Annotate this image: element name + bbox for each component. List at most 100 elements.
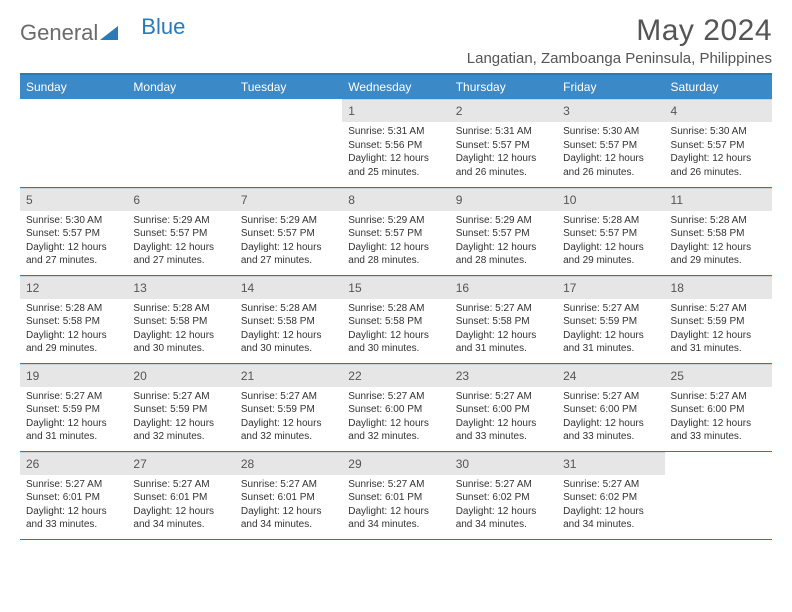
sunset-line: Sunset: 5:58 PM: [133, 315, 228, 329]
day-number: 10: [557, 188, 664, 211]
day-number: 30: [450, 452, 557, 475]
sunrise-line: Sunrise: 5:30 AM: [26, 214, 121, 228]
calendar-day-cell: [127, 99, 234, 187]
day-number: 17: [557, 276, 664, 299]
sunset-line: Sunset: 5:57 PM: [133, 227, 228, 241]
day-number: 21: [235, 364, 342, 387]
daylight-line: Daylight: 12 hours and 29 minutes.: [671, 241, 766, 268]
day-body: Sunrise: 5:28 AMSunset: 5:58 PMDaylight:…: [342, 299, 449, 360]
day-number: 28: [235, 452, 342, 475]
day-body: Sunrise: 5:29 AMSunset: 5:57 PMDaylight:…: [450, 211, 557, 272]
calendar-day-cell: 21Sunrise: 5:27 AMSunset: 5:59 PMDayligh…: [235, 363, 342, 451]
day-number: 8: [342, 188, 449, 211]
sunrise-line: Sunrise: 5:27 AM: [456, 390, 551, 404]
sunset-line: Sunset: 6:02 PM: [456, 491, 551, 505]
day-body: Sunrise: 5:28 AMSunset: 5:58 PMDaylight:…: [127, 299, 234, 360]
logo-word2: Blue: [141, 14, 185, 40]
calendar-day-cell: 15Sunrise: 5:28 AMSunset: 5:58 PMDayligh…: [342, 275, 449, 363]
daylight-line: Daylight: 12 hours and 31 minutes.: [563, 329, 658, 356]
calendar-day-cell: 20Sunrise: 5:27 AMSunset: 5:59 PMDayligh…: [127, 363, 234, 451]
sunrise-line: Sunrise: 5:28 AM: [241, 302, 336, 316]
sunrise-line: Sunrise: 5:27 AM: [456, 302, 551, 316]
calendar-week-row: 19Sunrise: 5:27 AMSunset: 5:59 PMDayligh…: [20, 363, 772, 451]
day-body: Sunrise: 5:29 AMSunset: 5:57 PMDaylight:…: [127, 211, 234, 272]
sunrise-line: Sunrise: 5:27 AM: [133, 478, 228, 492]
day-number: 16: [450, 276, 557, 299]
daylight-line: Daylight: 12 hours and 26 minutes.: [671, 152, 766, 179]
day-body: Sunrise: 5:31 AMSunset: 5:56 PMDaylight:…: [342, 122, 449, 183]
day-body: Sunrise: 5:27 AMSunset: 5:58 PMDaylight:…: [450, 299, 557, 360]
day-number: 15: [342, 276, 449, 299]
daylight-line: Daylight: 12 hours and 27 minutes.: [241, 241, 336, 268]
day-number: 29: [342, 452, 449, 475]
calendar-week-row: 5Sunrise: 5:30 AMSunset: 5:57 PMDaylight…: [20, 187, 772, 275]
sunset-line: Sunset: 5:57 PM: [671, 139, 766, 153]
sunset-line: Sunset: 6:00 PM: [671, 403, 766, 417]
sunrise-line: Sunrise: 5:27 AM: [563, 302, 658, 316]
daylight-line: Daylight: 12 hours and 33 minutes.: [563, 417, 658, 444]
daylight-line: Daylight: 12 hours and 33 minutes.: [456, 417, 551, 444]
day-number: 24: [557, 364, 664, 387]
sunset-line: Sunset: 6:00 PM: [456, 403, 551, 417]
day-body: Sunrise: 5:27 AMSunset: 6:02 PMDaylight:…: [450, 475, 557, 536]
sunrise-line: Sunrise: 5:27 AM: [348, 478, 443, 492]
day-body: Sunrise: 5:30 AMSunset: 5:57 PMDaylight:…: [20, 211, 127, 272]
day-body: Sunrise: 5:27 AMSunset: 5:59 PMDaylight:…: [557, 299, 664, 360]
daylight-line: Daylight: 12 hours and 30 minutes.: [348, 329, 443, 356]
daylight-line: Daylight: 12 hours and 31 minutes.: [26, 417, 121, 444]
day-body: Sunrise: 5:28 AMSunset: 5:57 PMDaylight:…: [557, 211, 664, 272]
day-body: Sunrise: 5:27 AMSunset: 6:00 PMDaylight:…: [450, 387, 557, 448]
calendar-day-cell: 11Sunrise: 5:28 AMSunset: 5:58 PMDayligh…: [665, 187, 772, 275]
daylight-line: Daylight: 12 hours and 29 minutes.: [563, 241, 658, 268]
calendar-day-cell: 29Sunrise: 5:27 AMSunset: 6:01 PMDayligh…: [342, 451, 449, 539]
calendar-week-row: 1Sunrise: 5:31 AMSunset: 5:56 PMDaylight…: [20, 99, 772, 187]
day-body: Sunrise: 5:30 AMSunset: 5:57 PMDaylight:…: [665, 122, 772, 183]
month-title: May 2024: [467, 14, 772, 48]
calendar-day-cell: 12Sunrise: 5:28 AMSunset: 5:58 PMDayligh…: [20, 275, 127, 363]
calendar-day-cell: 14Sunrise: 5:28 AMSunset: 5:58 PMDayligh…: [235, 275, 342, 363]
sunset-line: Sunset: 5:59 PM: [563, 315, 658, 329]
sunset-line: Sunset: 5:57 PM: [563, 227, 658, 241]
day-body: Sunrise: 5:27 AMSunset: 5:59 PMDaylight:…: [20, 387, 127, 448]
sunset-line: Sunset: 5:59 PM: [133, 403, 228, 417]
day-body: Sunrise: 5:27 AMSunset: 6:02 PMDaylight:…: [557, 475, 664, 536]
day-body: Sunrise: 5:27 AMSunset: 5:59 PMDaylight:…: [665, 299, 772, 360]
sunrise-line: Sunrise: 5:27 AM: [133, 390, 228, 404]
calendar-day-cell: 2Sunrise: 5:31 AMSunset: 5:57 PMDaylight…: [450, 99, 557, 187]
calendar-day-cell: 8Sunrise: 5:29 AMSunset: 5:57 PMDaylight…: [342, 187, 449, 275]
daylight-line: Daylight: 12 hours and 31 minutes.: [456, 329, 551, 356]
sunrise-line: Sunrise: 5:31 AM: [456, 125, 551, 139]
day-number: 13: [127, 276, 234, 299]
sunrise-line: Sunrise: 5:28 AM: [26, 302, 121, 316]
calendar-day-cell: 26Sunrise: 5:27 AMSunset: 6:01 PMDayligh…: [20, 451, 127, 539]
sunset-line: Sunset: 5:59 PM: [241, 403, 336, 417]
day-body: Sunrise: 5:31 AMSunset: 5:57 PMDaylight:…: [450, 122, 557, 183]
weekday-header: Wednesday: [342, 74, 449, 99]
calendar-day-cell: 10Sunrise: 5:28 AMSunset: 5:57 PMDayligh…: [557, 187, 664, 275]
sunset-line: Sunset: 5:57 PM: [456, 139, 551, 153]
calendar-day-cell: 22Sunrise: 5:27 AMSunset: 6:00 PMDayligh…: [342, 363, 449, 451]
day-number: 9: [450, 188, 557, 211]
daylight-line: Daylight: 12 hours and 34 minutes.: [348, 505, 443, 532]
daylight-line: Daylight: 12 hours and 27 minutes.: [26, 241, 121, 268]
day-body: Sunrise: 5:27 AMSunset: 6:00 PMDaylight:…: [665, 387, 772, 448]
day-body: Sunrise: 5:27 AMSunset: 6:01 PMDaylight:…: [127, 475, 234, 536]
daylight-line: Daylight: 12 hours and 26 minutes.: [456, 152, 551, 179]
sunset-line: Sunset: 6:00 PM: [348, 403, 443, 417]
sunset-line: Sunset: 5:57 PM: [26, 227, 121, 241]
sunset-line: Sunset: 5:58 PM: [456, 315, 551, 329]
calendar-table: SundayMondayTuesdayWednesdayThursdayFrid…: [20, 73, 772, 540]
daylight-line: Daylight: 12 hours and 31 minutes.: [671, 329, 766, 356]
calendar-day-cell: 18Sunrise: 5:27 AMSunset: 5:59 PMDayligh…: [665, 275, 772, 363]
day-number: 18: [665, 276, 772, 299]
sunset-line: Sunset: 5:59 PM: [26, 403, 121, 417]
daylight-line: Daylight: 12 hours and 26 minutes.: [563, 152, 658, 179]
sunrise-line: Sunrise: 5:30 AM: [563, 125, 658, 139]
header: General Blue May 2024 Langatian, Zamboan…: [20, 14, 772, 67]
sunrise-line: Sunrise: 5:27 AM: [563, 390, 658, 404]
sunset-line: Sunset: 5:56 PM: [348, 139, 443, 153]
day-number: 27: [127, 452, 234, 475]
day-number: 4: [665, 99, 772, 122]
calendar-day-cell: 1Sunrise: 5:31 AMSunset: 5:56 PMDaylight…: [342, 99, 449, 187]
day-number: 23: [450, 364, 557, 387]
